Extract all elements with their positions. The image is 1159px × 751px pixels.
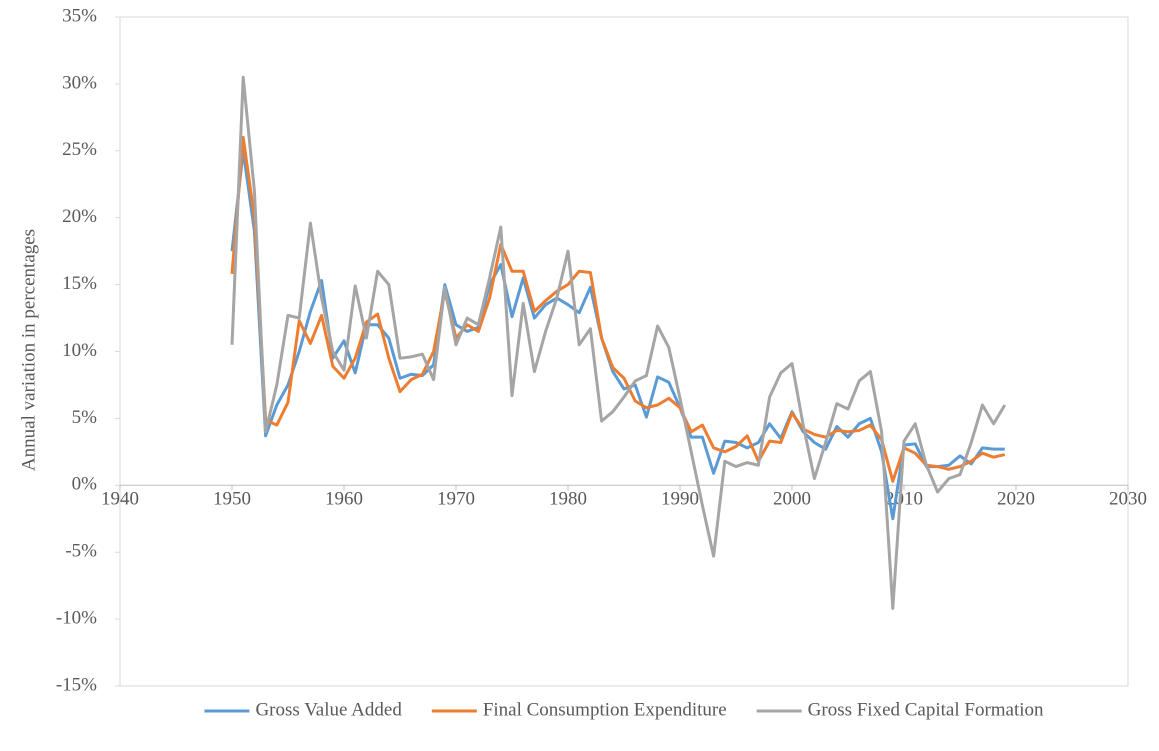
y-tick-label: -10% — [56, 607, 97, 628]
y-tick-label: -5% — [65, 541, 97, 562]
y-tick-label: 20% — [62, 206, 97, 227]
y-tick-label: 0% — [72, 474, 98, 495]
y-tick-label: 15% — [62, 273, 97, 294]
x-tick-label: 1970 — [437, 489, 475, 510]
x-tick-label: 2020 — [997, 489, 1035, 510]
series-line — [230, 149, 1005, 521]
x-tick-label: 2030 — [1109, 489, 1147, 510]
y-tick-label: 10% — [62, 340, 97, 361]
y-axis-label: Annual variation in percentages — [18, 229, 39, 471]
x-tick-label: 1950 — [213, 489, 251, 510]
legend-label: Gross Value Added — [255, 699, 402, 720]
y-tick-label: 25% — [62, 139, 97, 160]
y-tick-label: -15% — [56, 674, 97, 695]
x-tick-label: 1960 — [325, 489, 363, 510]
plot-frame — [119, 16, 1129, 687]
x-tick-label: 1980 — [549, 489, 587, 510]
legend-label: Final Consumption Expenditure — [483, 699, 727, 720]
x-tick-label: 1990 — [661, 489, 699, 510]
x-tick-label: 1940 — [101, 489, 139, 510]
y-tick-label: 5% — [72, 407, 98, 428]
legend-label: Gross Fixed Capital Formation — [808, 699, 1044, 720]
series-line — [230, 135, 1006, 483]
y-tick-label: 35% — [62, 5, 97, 26]
y-tick-label: 30% — [62, 72, 97, 93]
series-line — [230, 75, 1007, 610]
x-tick-label: 2000 — [773, 489, 811, 510]
